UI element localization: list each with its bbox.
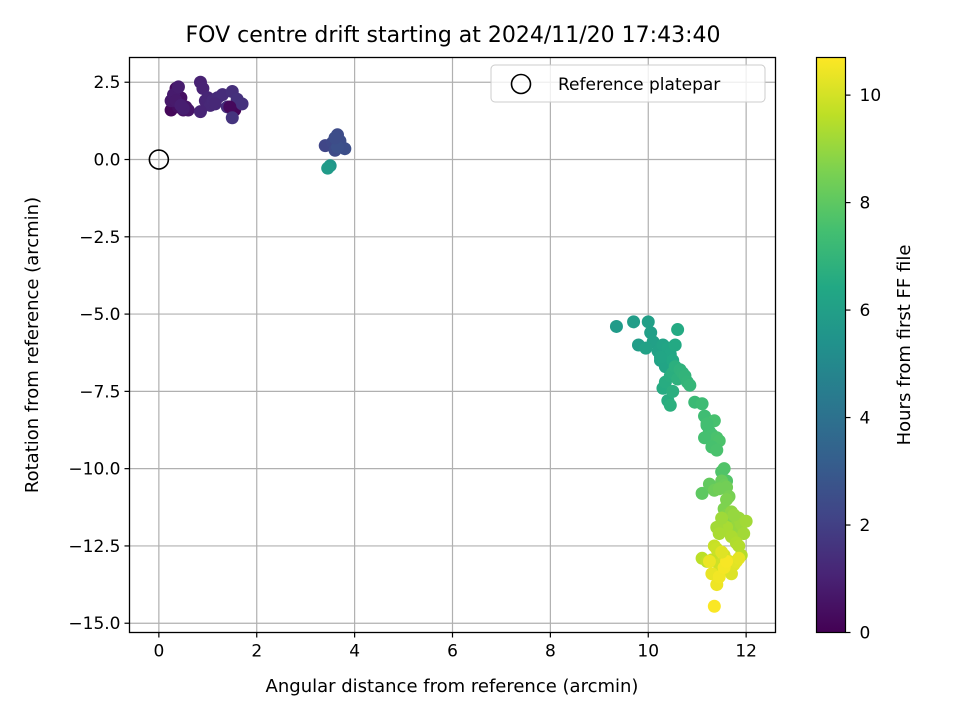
- data-point: [193, 105, 207, 119]
- y-tick-label: −5.0: [79, 305, 120, 325]
- chart-title: FOV centre drift starting at 2024/11/20 …: [186, 23, 721, 48]
- colorbar-tick-label: 6: [860, 301, 871, 321]
- data-point: [328, 131, 342, 145]
- data-point: [641, 315, 655, 329]
- y-axis: 2.5 0.0 −2.5 −5.0 −7.5 −10.0 −12.5 −15.0: [68, 73, 130, 634]
- data-point: [695, 397, 709, 411]
- data-point: [671, 323, 685, 337]
- data-points: [164, 75, 753, 613]
- data-point: [710, 443, 724, 457]
- data-point: [225, 111, 239, 125]
- legend-entry: Reference platepar: [558, 75, 720, 95]
- data-point: [653, 350, 667, 364]
- legend: Reference platepar: [490, 64, 766, 103]
- data-point: [663, 398, 677, 412]
- reference-point: [148, 149, 170, 170]
- data-point: [727, 508, 741, 522]
- x-tick-label: 6: [447, 642, 458, 662]
- y-tick-label: −15.0: [68, 614, 120, 634]
- data-point: [683, 378, 697, 392]
- x-tick-label: 4: [349, 642, 360, 662]
- data-point: [715, 545, 729, 559]
- y-tick-label: 2.5: [93, 73, 120, 93]
- data-point: [732, 551, 746, 565]
- y-axis-label: Rotation from reference (arcmin): [22, 197, 43, 493]
- data-point: [739, 514, 753, 528]
- x-tick-label: 2: [251, 642, 262, 662]
- colorbar-tick-label: 4: [860, 409, 871, 429]
- data-point: [712, 527, 726, 541]
- data-point: [712, 482, 726, 496]
- x-axis-label: Angular distance from reference (arcmin): [266, 676, 639, 697]
- colorbar-tick-label: 2: [860, 516, 871, 536]
- x-tick-label: 8: [545, 642, 556, 662]
- data-point: [668, 338, 682, 352]
- x-tick-label: 10: [637, 642, 659, 662]
- data-point: [639, 341, 653, 355]
- colorbar: [815, 56, 847, 634]
- legend-box: [490, 64, 766, 103]
- data-point: [171, 80, 185, 94]
- data-point: [174, 98, 188, 112]
- y-tick-label: −2.5: [79, 228, 120, 248]
- data-point: [700, 417, 714, 431]
- data-point: [609, 319, 623, 333]
- y-tick-label: −10.0: [68, 460, 120, 480]
- x-tick-label: 12: [735, 642, 757, 662]
- data-point: [707, 599, 721, 613]
- data-point: [208, 97, 222, 111]
- data-point: [715, 511, 729, 525]
- data-point: [627, 315, 641, 329]
- data-point: [321, 161, 335, 175]
- y-tick-label: −12.5: [68, 537, 120, 557]
- x-tick-label: 0: [153, 642, 164, 662]
- data-point: [717, 462, 731, 476]
- data-point: [737, 527, 751, 541]
- colorbar-tick-label: 10: [860, 86, 882, 106]
- y-tick-label: −7.5: [79, 382, 120, 402]
- y-tick-label: 0.0: [93, 151, 120, 171]
- legend-marker: [510, 73, 532, 95]
- colorbar-tick-label: 8: [860, 194, 871, 214]
- colorbar-tick-label: 0: [860, 624, 871, 644]
- data-point: [695, 486, 709, 500]
- data-point: [702, 554, 716, 568]
- x-axis: 0 2 4 6 8 10 12: [153, 632, 757, 662]
- data-point: [223, 100, 237, 114]
- colorbar-axis: 0 2 4 6 8 10: [845, 86, 882, 644]
- data-point: [698, 431, 712, 445]
- data-point: [666, 384, 680, 398]
- data-point: [215, 88, 229, 102]
- colorbar-label: Hours from first FF file: [894, 245, 915, 446]
- data-point: [235, 97, 249, 111]
